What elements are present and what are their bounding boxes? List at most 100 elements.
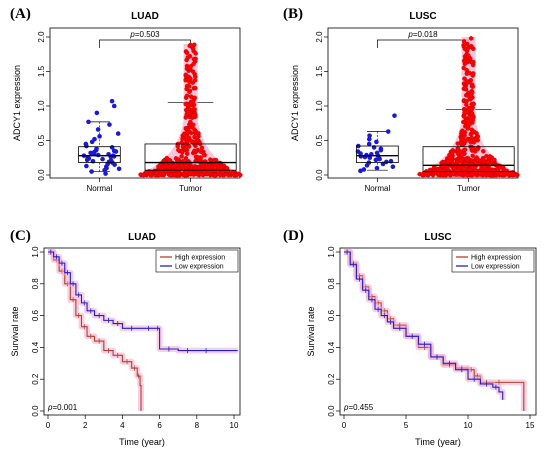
data-point bbox=[459, 136, 464, 141]
x-tick-label: Normal bbox=[87, 184, 113, 193]
data-point bbox=[186, 110, 192, 115]
data-point bbox=[84, 163, 89, 169]
data-point bbox=[466, 90, 471, 95]
data-point bbox=[191, 112, 197, 118]
data-point bbox=[462, 76, 467, 81]
data-point bbox=[473, 137, 479, 143]
data-point bbox=[191, 172, 196, 177]
data-point bbox=[480, 155, 486, 161]
data-point bbox=[464, 79, 470, 84]
plot-frame bbox=[49, 27, 241, 179]
data-point bbox=[470, 153, 475, 159]
panel-label: (A) bbox=[10, 6, 31, 22]
panel-b: (B) LUSC 0.0 0.5 1.0 1.5 2.0 ADCY1 expression No… bbox=[283, 6, 522, 193]
data-point bbox=[85, 155, 91, 161]
x-tick-label: 10 bbox=[464, 421, 473, 430]
data-point bbox=[186, 84, 192, 89]
group-tumor bbox=[137, 42, 244, 178]
data-point bbox=[464, 67, 469, 73]
data-point bbox=[452, 166, 457, 171]
data-point bbox=[461, 39, 467, 44]
data-point bbox=[111, 103, 117, 109]
data-point bbox=[88, 150, 93, 156]
data-point bbox=[184, 93, 190, 99]
data-point bbox=[208, 157, 213, 162]
data-point bbox=[194, 135, 200, 141]
data-point bbox=[447, 155, 452, 160]
y-tick-label: 0.8 bbox=[31, 278, 40, 290]
data-point bbox=[199, 145, 205, 150]
data-point bbox=[115, 131, 121, 136]
data-point bbox=[462, 133, 467, 138]
data-point bbox=[109, 98, 115, 104]
data-point bbox=[366, 136, 372, 142]
x-axis-label: Time (year) bbox=[119, 437, 165, 447]
x-tick-label: 2 bbox=[83, 421, 88, 430]
data-point bbox=[175, 143, 181, 149]
data-point bbox=[385, 129, 391, 134]
y-tick-label: 1.0 bbox=[31, 246, 40, 258]
data-point bbox=[461, 119, 466, 125]
pvalue-bracket bbox=[377, 39, 469, 48]
data-point bbox=[465, 172, 470, 178]
y-tick-label: 0.5 bbox=[315, 134, 324, 146]
data-point bbox=[431, 169, 436, 175]
data-point bbox=[374, 150, 380, 156]
data-point bbox=[466, 94, 471, 99]
data-point bbox=[97, 134, 102, 139]
data-point bbox=[144, 170, 149, 175]
legend-label: Low expression bbox=[471, 264, 520, 271]
data-point bbox=[171, 163, 177, 169]
data-point bbox=[462, 166, 467, 172]
data-point bbox=[186, 144, 192, 149]
y-tick-label: 0.6 bbox=[31, 309, 40, 321]
data-point bbox=[188, 119, 193, 125]
data-point bbox=[392, 113, 397, 118]
data-point bbox=[423, 172, 428, 177]
x-tick-label: 0 bbox=[342, 421, 347, 430]
data-point bbox=[103, 171, 108, 176]
pvalue-bracket bbox=[99, 39, 191, 48]
y-tick-label: 0.4 bbox=[31, 341, 40, 353]
series-low bbox=[48, 249, 238, 354]
data-point bbox=[187, 129, 192, 135]
data-point bbox=[188, 76, 193, 82]
data-point bbox=[192, 95, 197, 101]
data-point bbox=[179, 163, 184, 168]
data-point bbox=[187, 53, 193, 59]
data-point bbox=[440, 172, 445, 178]
box bbox=[78, 146, 121, 163]
y-axis-label: ADCY1 expression bbox=[12, 65, 22, 141]
data-point bbox=[367, 155, 373, 161]
data-point bbox=[462, 84, 468, 90]
x-tick-label: 5 bbox=[404, 421, 409, 430]
data-point bbox=[471, 101, 476, 107]
data-point bbox=[462, 114, 467, 120]
data-point bbox=[202, 152, 207, 158]
y-tick-label: 0.0 bbox=[327, 405, 336, 417]
data-point bbox=[224, 165, 230, 171]
y-tick-label: 0.8 bbox=[327, 278, 336, 290]
data-point bbox=[470, 90, 475, 95]
plot-frame bbox=[43, 247, 241, 416]
data-point bbox=[373, 157, 379, 163]
data-point bbox=[475, 146, 480, 152]
data-point bbox=[183, 126, 189, 131]
data-point bbox=[481, 172, 486, 177]
data-point bbox=[489, 155, 495, 160]
data-point bbox=[435, 166, 441, 172]
data-point bbox=[199, 172, 205, 177]
pvalue-value: =0.001 bbox=[52, 403, 77, 412]
plot-frame bbox=[327, 27, 519, 179]
y-tick-label: 1.5 bbox=[315, 65, 324, 77]
y-tick-label: 0.2 bbox=[327, 373, 336, 385]
data-point bbox=[384, 159, 389, 165]
data-point bbox=[455, 151, 461, 157]
data-point bbox=[184, 148, 190, 153]
y-tick-label: 1.0 bbox=[327, 246, 336, 258]
series-low bbox=[344, 249, 506, 400]
data-point bbox=[469, 111, 475, 116]
data-point bbox=[94, 146, 99, 152]
data-point bbox=[186, 103, 192, 108]
